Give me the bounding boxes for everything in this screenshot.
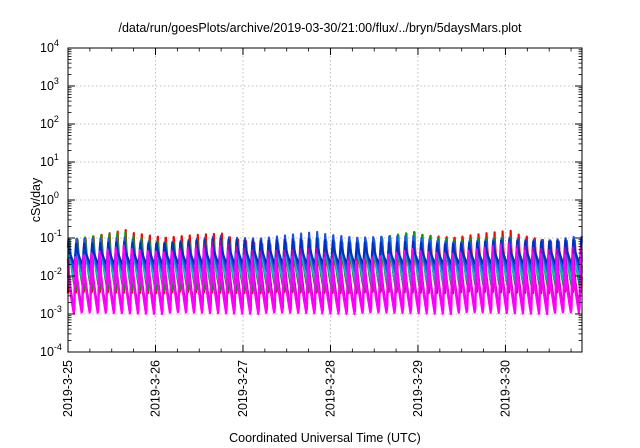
series-group (66, 229, 583, 316)
x-tick-label: 2019-3-28 (323, 360, 337, 417)
x-tick-label: 2019-3-27 (236, 360, 250, 417)
y-axis-ticks: 10-4 10-3 10-2 10-1 100 101 102 103 104 (40, 38, 582, 359)
series-line (67, 237, 583, 266)
y-tick-label: 10-1 (40, 228, 62, 245)
x-tick-label: 2019-3-25 (61, 360, 75, 417)
y-tick-label: 100 (40, 190, 59, 207)
y-tick-label: 103 (40, 76, 59, 93)
x-tick-label: 2019-3-30 (498, 360, 512, 417)
y-tick-label: 102 (40, 114, 59, 131)
x-tick-label: 2019-3-29 (411, 360, 425, 417)
y-tick-label: 10-2 (40, 266, 62, 283)
y-tick-label: 10-4 (40, 342, 62, 359)
x-axis-ticks: 2019-3-25 2019-3-26 2019-3-27 2019-3-28 2019… (61, 48, 572, 417)
series-line (66, 243, 583, 316)
y-tick-label: 104 (40, 38, 59, 55)
chart-title: /data/run/goesPlots/archive/2019-03-30/2… (118, 21, 522, 35)
y-axis-label: cSv/day (29, 177, 43, 223)
x-tick-label: 2019-3-26 (148, 360, 162, 417)
y-tick-label: 101 (40, 152, 59, 169)
x-axis-label: Coordinated Universal Time (UTC) (229, 431, 421, 445)
y-tick-label: 10-3 (40, 304, 62, 321)
